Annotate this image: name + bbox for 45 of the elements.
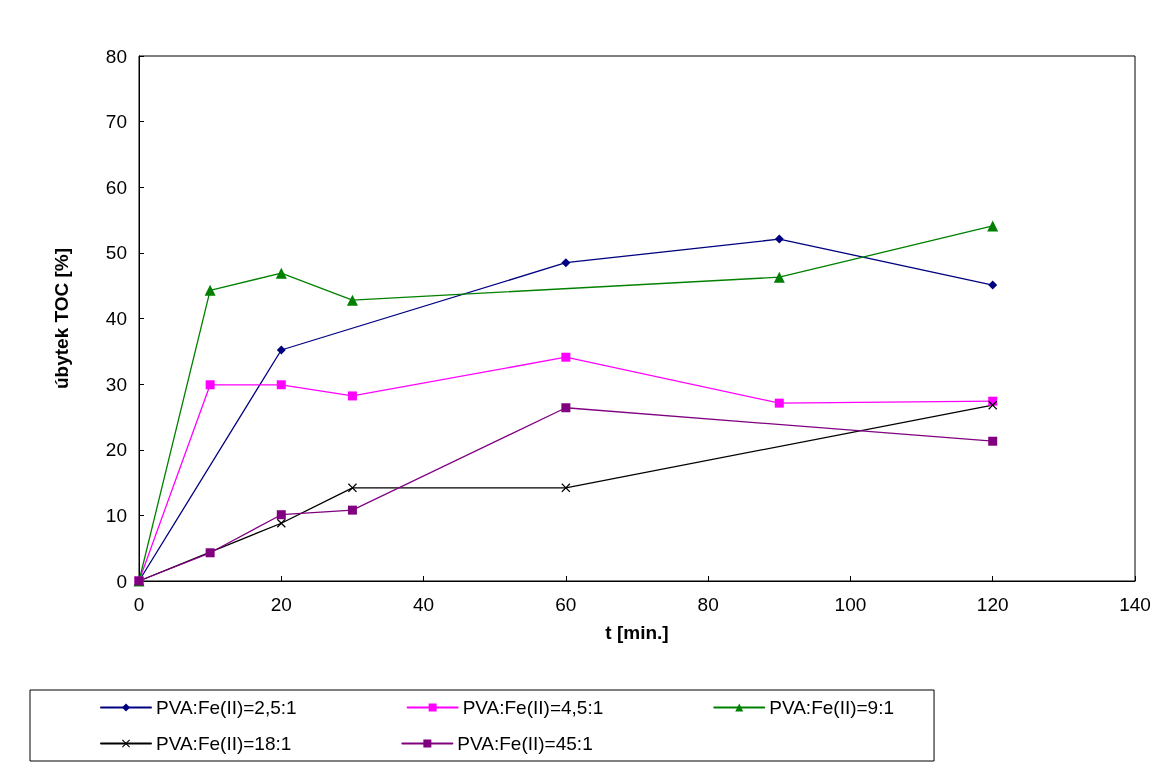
legend-label: PVA:Fe(II)=9:1 xyxy=(769,697,895,718)
point xyxy=(347,483,357,493)
point xyxy=(773,271,785,283)
x-tick-label: 60 xyxy=(555,594,577,615)
point xyxy=(275,267,287,279)
y-tick-label: 80 xyxy=(105,45,127,67)
legend-label: PVA:Fe(II)=18:1 xyxy=(156,733,292,754)
point xyxy=(347,391,357,401)
legend-label: PVA:Fe(II)=4,5:1 xyxy=(462,697,604,718)
point xyxy=(774,398,784,408)
x-tick-label: 0 xyxy=(133,594,145,615)
point xyxy=(561,258,571,268)
x-tick-label: 120 xyxy=(976,594,1009,615)
point xyxy=(561,403,571,413)
y-tick-label: 70 xyxy=(105,111,127,133)
point xyxy=(347,505,357,515)
x-tick-label: 40 xyxy=(413,594,435,615)
point xyxy=(346,294,358,306)
point xyxy=(988,400,998,410)
point xyxy=(987,220,999,232)
point xyxy=(561,352,571,362)
point xyxy=(276,510,286,520)
point xyxy=(774,234,784,244)
legend-label: PVA:Fe(II)=45:1 xyxy=(457,733,593,754)
point xyxy=(276,380,286,390)
point xyxy=(988,280,998,290)
y-tick-label: 30 xyxy=(105,373,127,395)
legend-label: PVA:Fe(II)=2,5:1 xyxy=(156,697,297,718)
y-tick-label: 40 xyxy=(105,308,127,329)
x-tick-label: 140 xyxy=(1119,594,1151,615)
y-axis-title: úbytek TOC [%] xyxy=(51,247,72,390)
y-tick-label: 60 xyxy=(105,176,127,198)
x-axis-title: t [min.] xyxy=(605,622,669,643)
x-tick-label: 20 xyxy=(270,594,292,615)
x-tick-label: 100 xyxy=(834,594,867,615)
y-tick-label: 50 xyxy=(105,242,127,264)
point xyxy=(204,284,216,296)
point xyxy=(205,548,215,558)
y-tick-label: 0 xyxy=(116,570,127,592)
point xyxy=(205,380,215,390)
point xyxy=(988,436,998,446)
y-tick-label: 10 xyxy=(105,504,127,526)
x-tick-label: 80 xyxy=(697,594,719,615)
y-tick-label: 20 xyxy=(105,439,127,461)
point xyxy=(276,345,286,355)
